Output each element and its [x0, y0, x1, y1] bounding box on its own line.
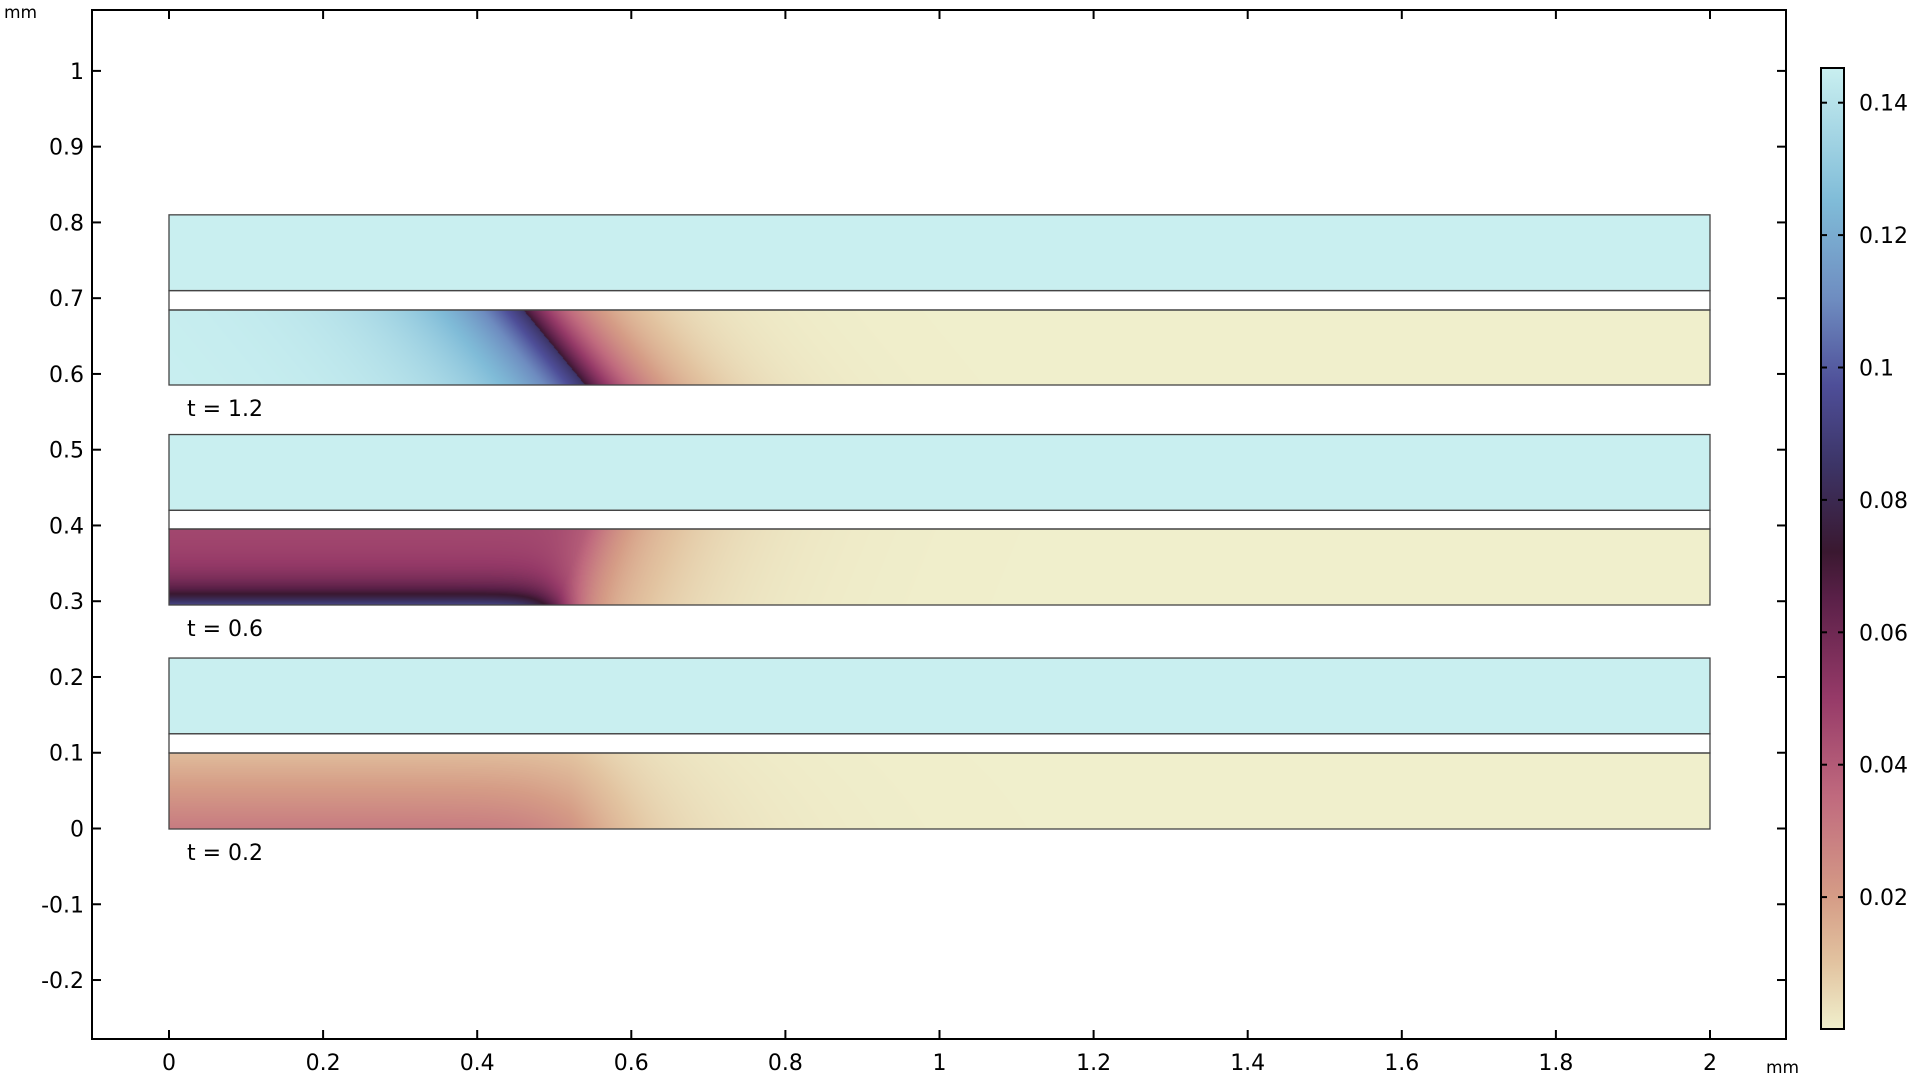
colorbar-tick-label: 0.12: [1859, 224, 1908, 249]
colorbar: [1820, 67, 1845, 1030]
y-tick-label: 0.8: [49, 211, 84, 236]
upper-domain-outline: [168, 433, 1711, 511]
time-label: t = 0.6: [187, 617, 263, 642]
x-tick-label: 1.4: [1230, 1051, 1265, 1076]
lower-domain-outline: [168, 309, 1711, 386]
x-tick-label: 0.4: [460, 1051, 495, 1076]
y-tick-label: 1: [70, 60, 84, 85]
y-tick-label: -0.2: [41, 969, 84, 994]
y-unit-label: mm: [4, 3, 37, 23]
gap-domain-outline: [168, 289, 1711, 311]
gap-domain-outline: [168, 509, 1711, 530]
upper-domain-outline: [168, 214, 1711, 292]
y-tick-label: 0: [70, 818, 84, 843]
colorbar-tick-label: 0.1: [1859, 357, 1894, 382]
y-tick-label: 0.3: [49, 590, 84, 615]
plot-frame: [91, 9, 1787, 1040]
y-tick-label: 0.5: [49, 439, 84, 464]
y-tick-label: 0.1: [49, 742, 84, 767]
x-tick-label: 1.2: [1076, 1051, 1111, 1076]
x-tick-label: 1: [933, 1051, 947, 1076]
x-tick-label: 1.6: [1384, 1051, 1419, 1076]
y-tick-label: 0.9: [49, 136, 84, 161]
y-tick-label: 0.4: [49, 514, 84, 539]
colorbar-tick-label: 0.02: [1859, 886, 1908, 911]
x-tick-label: 0.2: [306, 1051, 341, 1076]
y-tick-label: -0.1: [41, 893, 84, 918]
x-tick-label: 0.8: [768, 1051, 803, 1076]
lower-domain-outline: [168, 752, 1711, 830]
y-tick-label: 0.6: [49, 363, 84, 388]
x-tick-label: 2: [1703, 1051, 1717, 1076]
upper-domain-outline: [168, 657, 1711, 735]
lower-domain-outline: [168, 528, 1711, 606]
colorbar-tick-label: 0.06: [1859, 621, 1908, 646]
x-tick-label: 0.6: [614, 1051, 649, 1076]
time-label: t = 1.2: [187, 397, 263, 422]
gap-domain-outline: [168, 733, 1711, 754]
x-unit-label: mm: [1766, 1058, 1799, 1078]
time-label: t = 0.2: [187, 841, 263, 866]
x-tick-label: 0: [162, 1051, 176, 1076]
y-tick-label: 0.2: [49, 666, 84, 691]
colorbar-tick-label: 0.08: [1859, 489, 1908, 514]
x-tick-label: 1.8: [1538, 1051, 1573, 1076]
colorbar-tick-label: 0.04: [1859, 754, 1908, 779]
colorbar-tick-label: 0.14: [1859, 92, 1908, 117]
y-tick-label: 0.7: [49, 287, 84, 312]
